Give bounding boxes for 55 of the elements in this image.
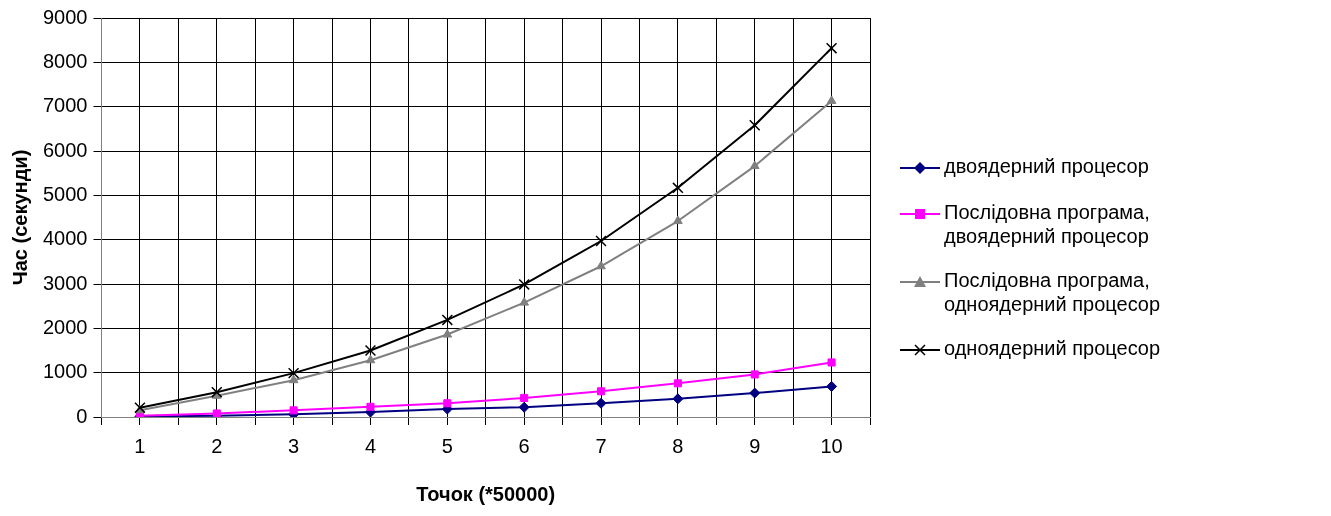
point bbox=[673, 215, 683, 225]
y-axis-title: Час (секунди) bbox=[8, 149, 31, 286]
x-tick-label: 6 bbox=[518, 434, 530, 457]
point bbox=[211, 386, 223, 398]
point bbox=[826, 95, 837, 104]
legend-label: двоядерний процесор bbox=[944, 154, 1149, 178]
point bbox=[750, 370, 759, 379]
x-tick-label: 3 bbox=[288, 434, 300, 457]
x-tick-label: 8 bbox=[672, 434, 684, 457]
x-tick-label: 4 bbox=[364, 434, 377, 457]
point bbox=[595, 397, 607, 409]
x-tick-label: 1 bbox=[134, 434, 146, 457]
point bbox=[288, 374, 299, 384]
y-tick-label: 8000 bbox=[42, 49, 88, 72]
point bbox=[672, 182, 684, 194]
y-tick-label: 3000 bbox=[42, 271, 88, 294]
y-tick-label: 2000 bbox=[42, 315, 88, 338]
point bbox=[518, 278, 530, 291]
legend-label: одноядерний процесор bbox=[944, 336, 1161, 360]
point bbox=[518, 401, 530, 413]
point bbox=[595, 235, 607, 247]
point bbox=[672, 393, 684, 405]
y-tick-label: 6000 bbox=[42, 138, 88, 161]
point bbox=[825, 42, 838, 54]
point bbox=[366, 402, 375, 411]
y-tick-label: 4000 bbox=[42, 227, 88, 250]
point bbox=[519, 297, 529, 306]
point bbox=[441, 314, 454, 326]
point bbox=[364, 344, 377, 357]
point bbox=[749, 160, 760, 170]
point bbox=[520, 393, 529, 402]
point bbox=[749, 387, 761, 399]
y-tick-label: 0 bbox=[76, 404, 88, 427]
x-axis-title: Точок (*50000) bbox=[416, 482, 556, 505]
point bbox=[443, 399, 452, 408]
x-tick-label: 2 bbox=[211, 434, 223, 457]
x-tick-label: 7 bbox=[595, 434, 607, 457]
x-tick-label: 9 bbox=[749, 434, 761, 457]
y-tick-label: 7000 bbox=[42, 94, 88, 117]
legend-label: Послідовна програма, двоядерний процесор bbox=[944, 200, 1151, 248]
point bbox=[673, 379, 682, 388]
point bbox=[826, 380, 838, 392]
point bbox=[749, 119, 761, 131]
point bbox=[827, 358, 836, 367]
point bbox=[596, 260, 606, 270]
point bbox=[287, 367, 300, 379]
point bbox=[365, 354, 376, 364]
legend-label: Послідовна програма, одноядерний процесор bbox=[944, 268, 1162, 316]
y-tick-label: 5000 bbox=[42, 182, 88, 205]
point bbox=[596, 387, 606, 396]
y-tick-label: 9000 bbox=[42, 5, 88, 28]
x-tick-label: 5 bbox=[441, 434, 453, 457]
point bbox=[442, 329, 453, 338]
x-tick-label: 10 bbox=[820, 434, 843, 457]
y-tick-label: 1000 bbox=[42, 360, 88, 383]
